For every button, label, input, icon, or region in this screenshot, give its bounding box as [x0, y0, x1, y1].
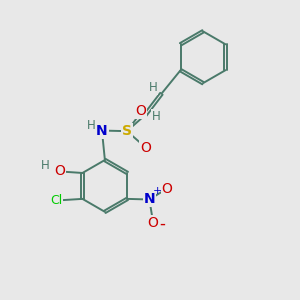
Text: O: O: [140, 141, 151, 154]
Text: O: O: [162, 182, 172, 196]
Text: Cl: Cl: [50, 194, 62, 207]
Text: S: S: [122, 124, 132, 138]
Text: O: O: [148, 216, 158, 230]
Text: N: N: [144, 193, 155, 206]
Text: H: H: [41, 158, 50, 172]
Text: -: -: [159, 215, 165, 233]
Text: O: O: [54, 164, 65, 178]
Text: H: H: [149, 81, 158, 94]
Text: +: +: [153, 186, 162, 196]
Text: H: H: [86, 119, 95, 132]
Text: O: O: [135, 104, 146, 118]
Text: H: H: [152, 110, 161, 123]
Text: N: N: [96, 124, 108, 138]
